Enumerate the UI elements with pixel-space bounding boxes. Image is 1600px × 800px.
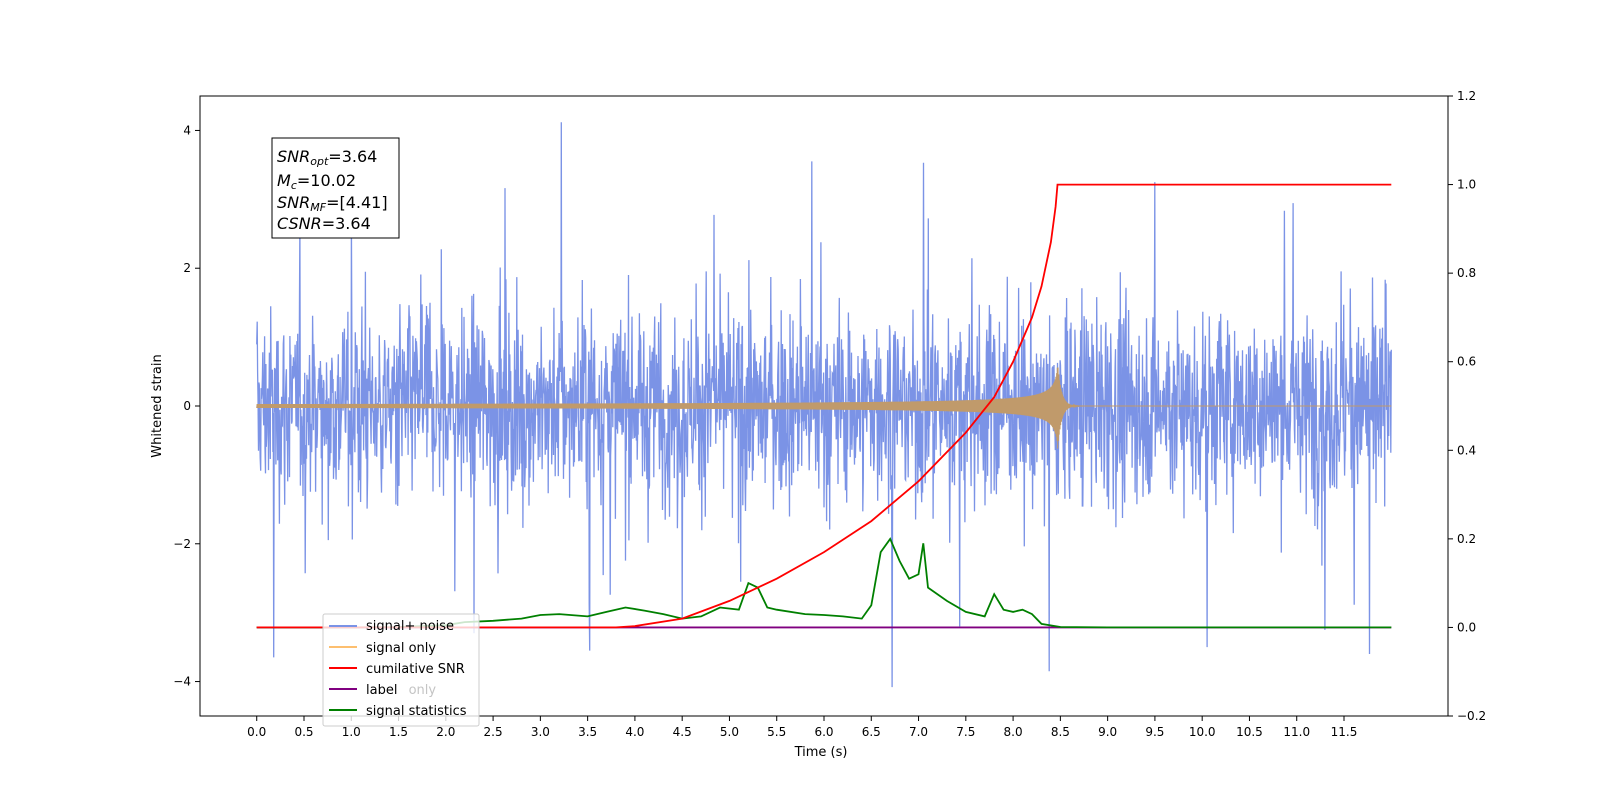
cumulative-snr-line xyxy=(256,183,1392,629)
x-tick-label: 4.0 xyxy=(625,725,644,739)
x-tick-label: 2.0 xyxy=(436,725,455,739)
x-tick-label: 6.0 xyxy=(814,725,833,739)
x-tick-label: 6.5 xyxy=(862,725,881,739)
y2-tick-label: 0.6 xyxy=(1457,355,1476,369)
x-tick-label: 7.5 xyxy=(956,725,975,739)
x-tick-label: 0.0 xyxy=(247,725,266,739)
x-tick-label: 8.0 xyxy=(1004,725,1023,739)
x-tick-label: 9.5 xyxy=(1145,725,1164,739)
svg-text:Mc=10.02: Mc=10.02 xyxy=(277,171,356,192)
y2-tick-label: 0.2 xyxy=(1457,532,1476,546)
signal-statistics-line xyxy=(256,537,1392,629)
y-tick-label: −4 xyxy=(173,675,191,689)
signal-noise-line xyxy=(256,122,1392,688)
y2-tick-label: 0.4 xyxy=(1457,443,1476,457)
y-axis-label: Whitened strain xyxy=(150,354,165,457)
x-tick-label: 5.5 xyxy=(767,725,786,739)
legend: signal+ noise signal only cumilative SNR… xyxy=(322,613,480,727)
legend-entry-signal-statistics: signal statistics xyxy=(366,704,467,719)
signal-only-line xyxy=(256,367,1392,449)
x-axis-label: Time (s) xyxy=(794,745,848,760)
legend-entry-signal-only: signal only xyxy=(366,641,436,656)
x-axis-ticks: 0.0 0.5 1.0 1.5 2.0 2.5 3.0 3.5 4.0 4.5 5.0 5.5 6.0 6… xyxy=(247,716,1357,739)
y2-tick-label: −0.2 xyxy=(1457,709,1486,723)
legend-entry-signal-noise: signal+ noise xyxy=(366,619,454,634)
y2-axis-ticks: −0.2 0.0 0.2 0.4 0.6 0.8 1.0 1.2 xyxy=(1448,89,1486,723)
y2-tick-label: 1.2 xyxy=(1457,89,1476,103)
svg-text:CSNR=3.64: CSNR=3.64 xyxy=(277,214,371,233)
x-tick-label: 2.5 xyxy=(484,725,503,739)
x-tick-label: 5.0 xyxy=(720,725,739,739)
svg-text:SNRMF=[4.41]: SNRMF=[4.41] xyxy=(277,193,388,214)
legend-entry-label: label xyxy=(366,683,397,698)
x-tick-label: 8.5 xyxy=(1051,725,1070,739)
x-tick-label: 7.0 xyxy=(909,725,928,739)
y-axis-ticks: −4 −2 0 2 4 xyxy=(173,123,200,689)
snr-mf-value: =[4.41] xyxy=(326,193,388,212)
x-tick-label: 11.0 xyxy=(1283,725,1310,739)
x-tick-label: 1.5 xyxy=(389,725,408,739)
csnr-value: =3.64 xyxy=(322,214,371,233)
x-tick-label: 1.0 xyxy=(342,725,361,739)
x-tick-label: 10.5 xyxy=(1236,725,1263,739)
cumulative-snr-series xyxy=(256,183,1392,629)
signal-noise-series xyxy=(256,122,1392,688)
x-tick-label: 3.5 xyxy=(578,725,597,739)
legend-entry-cumulative-snr: cumilative SNR xyxy=(366,662,465,677)
svg-text:SNRopt=3.64: SNRopt=3.64 xyxy=(277,147,377,168)
y2-tick-label: 1.0 xyxy=(1457,178,1476,192)
x-tick-label: 10.0 xyxy=(1189,725,1216,739)
signal-statistics-series xyxy=(256,537,1392,629)
x-tick-label: 4.5 xyxy=(673,725,692,739)
annotation-box: SNRopt=3.64 Mc=10.02 SNRMF=[4.41] CSNR=3… xyxy=(271,137,400,239)
signal-only-series xyxy=(256,367,1392,449)
x-tick-label: 11.5 xyxy=(1331,725,1358,739)
x-tick-label: 3.0 xyxy=(531,725,550,739)
y-tick-label: 2 xyxy=(183,261,191,275)
y-tick-label: 0 xyxy=(183,399,191,413)
snr-opt-value: =3.64 xyxy=(328,147,377,166)
x-tick-label: 9.0 xyxy=(1098,725,1117,739)
y2-tick-label: 0.8 xyxy=(1457,266,1476,280)
x-tick-label: 0.5 xyxy=(294,725,313,739)
y-tick-label: −2 xyxy=(173,537,191,551)
y2-tick-label: 0.0 xyxy=(1457,620,1476,634)
y-tick-label: 4 xyxy=(183,123,191,137)
mc-value: =10.02 xyxy=(297,171,356,190)
